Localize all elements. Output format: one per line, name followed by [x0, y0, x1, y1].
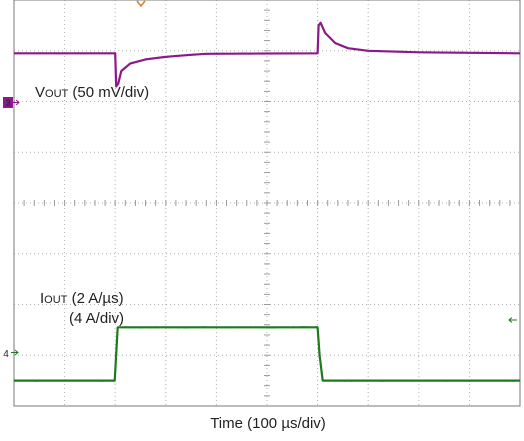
vout-trace-label: VOUT (50 mV/div) — [35, 84, 149, 101]
vout-label-sub: OUT — [45, 88, 69, 100]
iout-label-sub: OUT — [44, 294, 68, 306]
trigger-marker-icon — [136, 0, 146, 8]
series-noise-iout — [13, 326, 519, 382]
iout-label-line2: (4 A/div) — [69, 310, 124, 327]
iout-label-main: I — [40, 290, 44, 307]
vout-label-main: V — [35, 84, 45, 101]
grid — [13, 0, 521, 407]
x-axis-label: Time (100 µs/div) — [210, 415, 326, 432]
channel-3-label: 3 — [5, 98, 10, 108]
channel-4-marker: 4 — [3, 349, 19, 360]
series-noise-vout — [13, 21, 519, 89]
vout-label-rest: (50 mV/div) — [68, 84, 149, 101]
channel-3-marker: 3 — [3, 97, 20, 108]
channel-4-label: 4 — [3, 349, 9, 360]
plot-frame — [13, 0, 521, 407]
traces — [13, 21, 521, 382]
right-reference-arrow-icon — [508, 317, 517, 323]
iout-trace-label: IOUT (2 A/µs) — [40, 290, 124, 307]
iout-label-rest: (2 A/µs) — [67, 290, 123, 307]
